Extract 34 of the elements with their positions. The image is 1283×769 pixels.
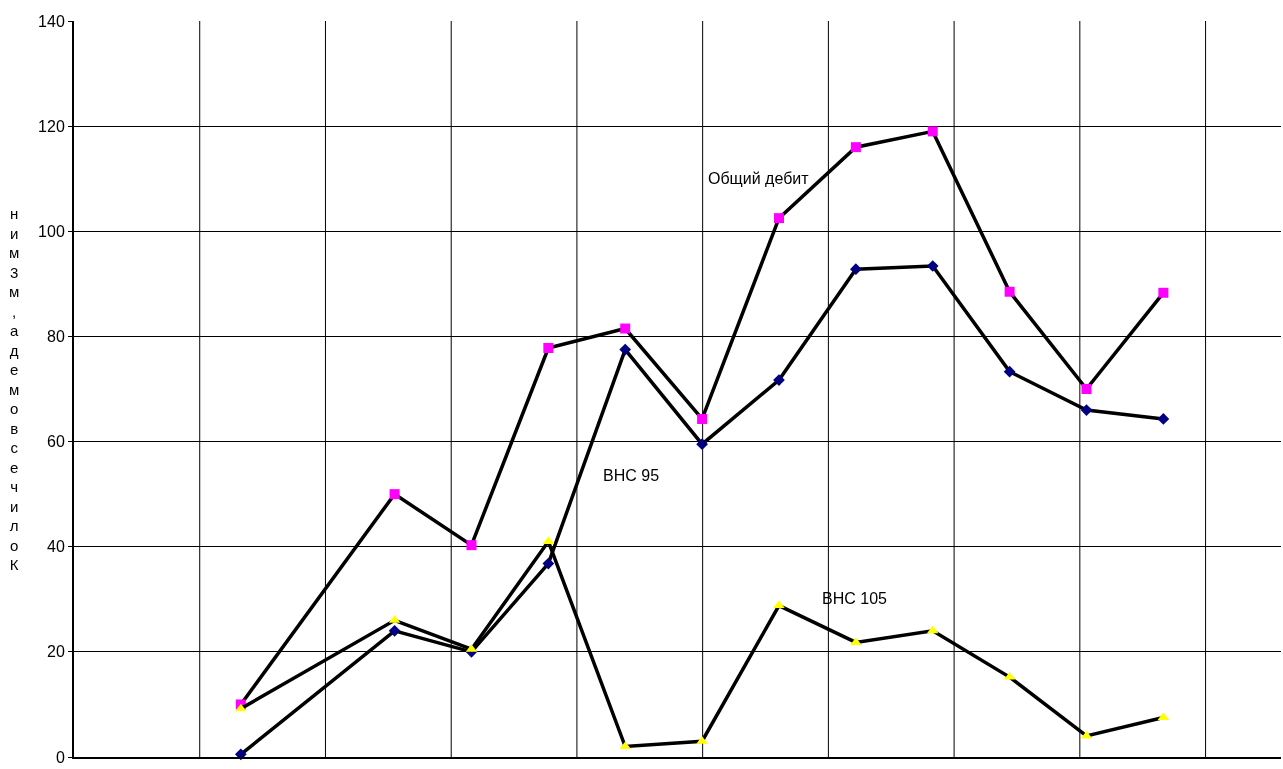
- y-tick-label: 20: [47, 643, 65, 661]
- y-tick-label: 100: [38, 222, 65, 240]
- y-tick-label: 140: [38, 12, 65, 30]
- point: [389, 489, 400, 500]
- point: [773, 213, 784, 224]
- annotation: Общий дебит: [708, 170, 810, 187]
- point: [1004, 286, 1015, 297]
- point: [388, 624, 401, 637]
- point: [696, 438, 708, 451]
- point: [1157, 413, 1170, 425]
- point: [927, 126, 938, 137]
- point: [1080, 404, 1093, 416]
- point: [697, 413, 708, 424]
- y-tick-label: 80: [47, 328, 65, 346]
- point: [543, 342, 554, 353]
- point: [620, 323, 631, 334]
- y-tick-label: 40: [47, 538, 65, 556]
- point: [926, 260, 939, 272]
- y-tick-label: 120: [38, 117, 65, 135]
- y-tick-label: 60: [47, 433, 65, 451]
- point: [1158, 287, 1169, 298]
- point: [850, 263, 862, 275]
- point: [773, 600, 785, 609]
- point: [850, 142, 861, 153]
- point: [234, 748, 247, 761]
- point: [235, 703, 247, 712]
- point: [619, 343, 632, 356]
- point: [1003, 365, 1016, 378]
- y-tick-label: 0: [55, 748, 65, 766]
- annotation: ВНС 95: [603, 467, 660, 484]
- text: ним3м,адемовсечилоК: [9, 205, 20, 573]
- point: [542, 557, 555, 570]
- point: [1081, 384, 1092, 394]
- point: [466, 540, 477, 551]
